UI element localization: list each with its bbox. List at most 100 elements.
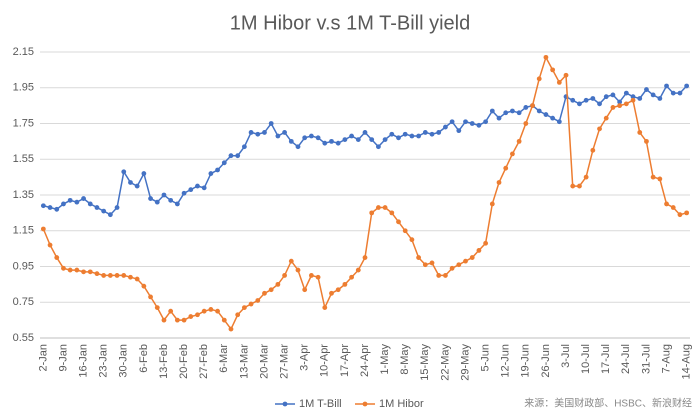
data-point	[583, 97, 589, 103]
data-point	[174, 317, 180, 323]
data-point	[67, 197, 73, 203]
data-point	[436, 130, 442, 135]
x-tick-label: 16-Jan	[77, 344, 89, 378]
data-point	[154, 305, 160, 311]
data-point	[623, 101, 629, 107]
data-point	[590, 147, 596, 153]
data-point	[94, 205, 100, 210]
data-point	[597, 101, 602, 107]
data-point	[610, 92, 616, 98]
data-point	[396, 219, 401, 225]
x-tick-label: 9-Jan	[57, 344, 69, 372]
data-point	[221, 160, 227, 166]
y-tick-label: 1.75	[13, 117, 34, 129]
data-point	[181, 190, 187, 196]
data-point	[47, 242, 53, 248]
data-point	[268, 287, 274, 293]
legend-marker	[282, 401, 288, 407]
data-point	[54, 206, 60, 212]
x-tick-label: 8-May	[399, 344, 411, 375]
data-point	[342, 137, 348, 142]
x-tick-label: 17-Jul	[600, 344, 612, 374]
data-point	[684, 210, 690, 216]
x-tick-label: 29-May	[459, 344, 471, 381]
data-point	[577, 101, 582, 107]
data-point	[40, 203, 46, 209]
data-point	[262, 130, 267, 135]
y-tick-label: 1.35	[13, 189, 34, 201]
data-point	[107, 212, 113, 218]
y-tick-label: 1.55	[13, 153, 34, 165]
data-point	[168, 197, 174, 203]
data-point	[556, 119, 562, 125]
chart-title: 1M Hibor v.s 1M T-Bill yield	[230, 12, 470, 34]
data-point	[228, 326, 234, 332]
data-point	[114, 205, 120, 210]
data-point	[255, 131, 261, 137]
data-point	[81, 269, 86, 275]
y-tick-label: 0.75	[13, 296, 34, 308]
x-tick-label: 2-Jan	[37, 344, 49, 372]
data-point	[174, 201, 180, 207]
data-point	[550, 115, 556, 121]
legend-label: 1M T-Bill	[299, 398, 342, 410]
data-point	[308, 273, 314, 278]
data-point	[61, 201, 66, 207]
x-tick-label: 3-Apr	[299, 344, 311, 371]
data-point	[570, 97, 576, 103]
data-point	[644, 87, 649, 92]
data-point	[248, 301, 254, 307]
data-point	[302, 287, 308, 293]
data-point	[463, 119, 468, 125]
data-point	[282, 130, 287, 135]
x-tick-label: 6-Feb	[138, 344, 150, 373]
data-point	[443, 273, 448, 278]
data-point	[94, 271, 100, 277]
data-point	[469, 121, 475, 126]
data-point	[416, 133, 422, 139]
data-point	[315, 135, 321, 141]
data-point	[101, 273, 107, 278]
x-tick-label: 30-Jan	[118, 344, 130, 378]
data-point	[141, 171, 147, 176]
data-point	[201, 185, 207, 191]
data-point	[516, 138, 522, 144]
data-point	[429, 131, 435, 137]
x-tick-label: 22-May	[439, 344, 451, 381]
source-note: 来源：美国财政部、HSBC、新浪财经	[524, 397, 692, 410]
data-point	[657, 176, 663, 182]
data-point	[87, 269, 93, 275]
data-point	[449, 265, 455, 271]
data-point	[422, 262, 428, 268]
data-point	[181, 317, 187, 323]
data-point	[248, 130, 254, 135]
data-point	[195, 312, 200, 318]
x-tick-label: 20-Feb	[178, 344, 190, 379]
x-tick-label: 10-Jul	[580, 344, 592, 374]
data-point	[650, 92, 656, 98]
data-point	[128, 274, 133, 280]
data-point	[128, 180, 133, 185]
data-point	[275, 281, 281, 287]
data-point	[670, 90, 676, 96]
data-point	[308, 133, 314, 139]
data-point	[47, 205, 53, 210]
data-point	[657, 96, 663, 101]
data-point	[456, 262, 462, 268]
data-point	[235, 153, 241, 159]
data-point	[349, 133, 354, 139]
data-point	[409, 133, 415, 139]
data-point	[510, 151, 515, 157]
data-point	[550, 67, 556, 73]
data-point	[355, 137, 361, 142]
data-point	[670, 205, 676, 210]
data-point	[523, 105, 529, 110]
data-point	[443, 124, 448, 130]
data-point	[148, 196, 153, 201]
data-point	[677, 212, 683, 218]
data-point	[489, 108, 495, 114]
data-point	[335, 140, 341, 146]
data-point	[107, 273, 113, 278]
data-point	[489, 201, 495, 207]
x-tick-label: 14-Aug	[681, 344, 693, 379]
